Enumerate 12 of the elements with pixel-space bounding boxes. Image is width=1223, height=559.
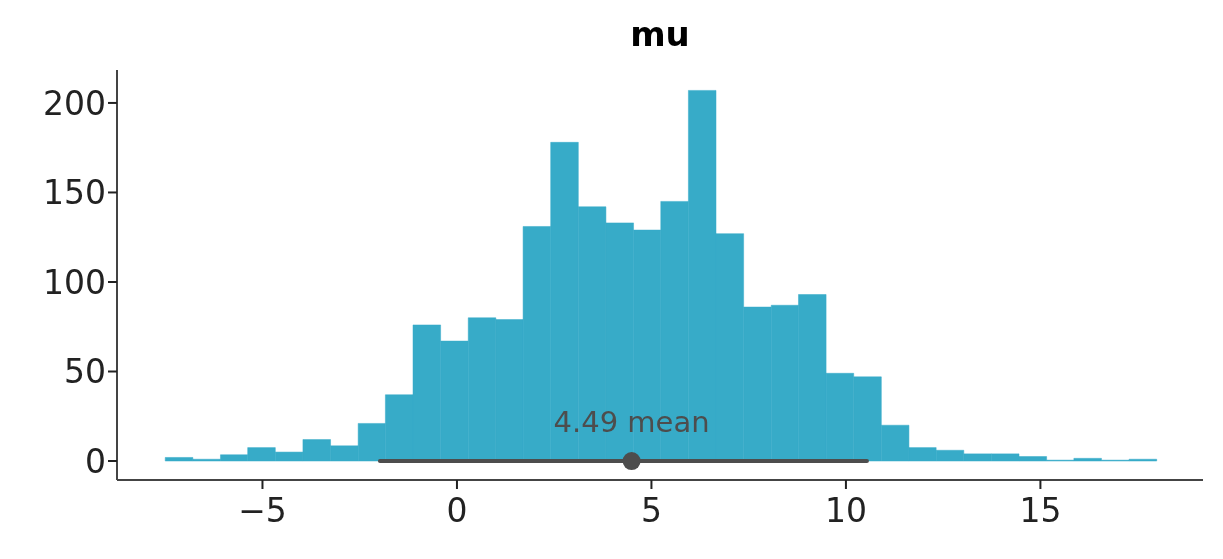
x-tick-label: 5	[640, 491, 662, 531]
annotation: 4.49 mean	[553, 404, 710, 439]
x-tick-label: 0	[446, 491, 468, 531]
chart-title: mu	[629, 14, 691, 54]
y-tick-label: 100	[43, 262, 106, 302]
y-tick-label: 0	[85, 441, 106, 481]
y-tick-label: 50	[64, 352, 106, 392]
x-tick-label: −5	[238, 491, 287, 531]
x-tick-label: 10	[824, 491, 867, 531]
y-tick-label: 150	[43, 173, 106, 213]
y-tick-label: 200	[43, 83, 106, 123]
x-tick-label: 15	[1019, 491, 1062, 531]
